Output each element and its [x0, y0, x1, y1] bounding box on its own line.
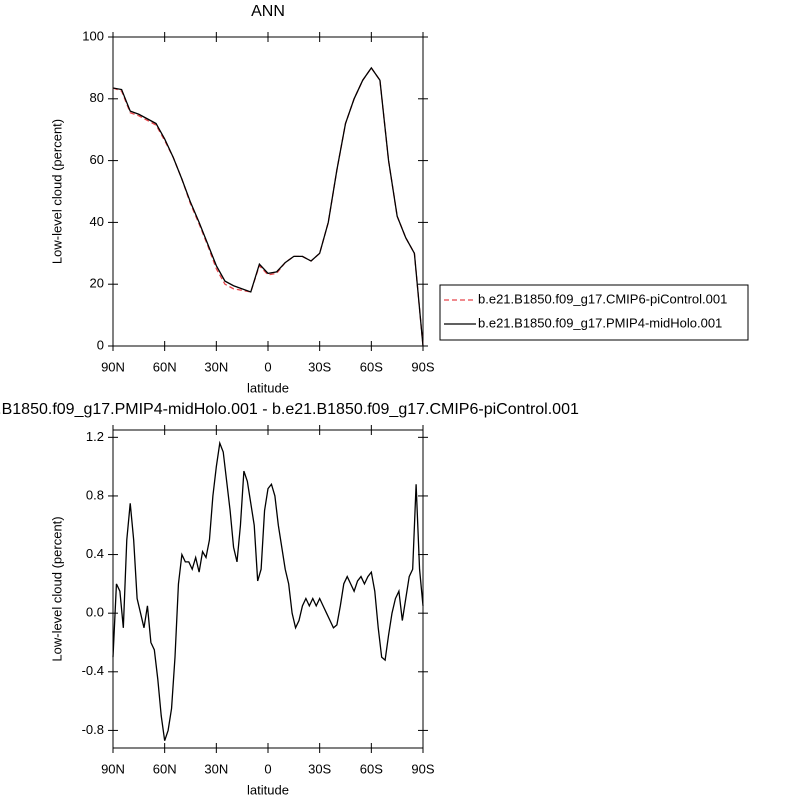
legend-label: b.e21.B1850.f09_g17.PMIP4-midHolo.001	[478, 315, 722, 330]
y-tick-label: 1.2	[86, 429, 104, 444]
legend-label: b.e21.B1850.f09_g17.CMIP6-piControl.001	[478, 291, 727, 306]
x-tick-label: 0	[264, 761, 271, 776]
data-line	[112, 66, 424, 347]
y-tick-label: -0.8	[82, 722, 104, 737]
data-line	[112, 440, 424, 741]
x-tick-label: 90S	[411, 761, 434, 776]
y-tick-label: 0.8	[86, 487, 104, 502]
x-tick-label: 30S	[308, 359, 331, 374]
data-line	[112, 66, 424, 347]
x-axis-label: latitude	[247, 380, 289, 395]
legend-box	[439, 284, 749, 341]
y-tick-label: 100	[82, 28, 104, 43]
x-tick-label: 0	[264, 359, 271, 374]
x-tick-label: 90N	[101, 359, 125, 374]
x-tick-label: 90N	[101, 761, 125, 776]
x-tick-label: 30N	[204, 761, 228, 776]
x-tick-label: 60S	[360, 359, 383, 374]
plot-frame	[112, 36, 424, 347]
y-tick-label: 60	[90, 152, 104, 167]
y-tick-label: 20	[90, 276, 104, 291]
y-tick-label: 0	[97, 337, 104, 352]
y-axis-label: Low-level cloud (percent)	[49, 516, 64, 661]
chart-title: b.e21.B1850.f09_g17.PMIP4-midHolo.001 - …	[0, 401, 579, 418]
x-tick-label: 30N	[204, 359, 228, 374]
chart-title: ANN	[251, 3, 285, 20]
x-tick-label: 30S	[308, 761, 331, 776]
x-tick-label: 60N	[153, 359, 177, 374]
y-tick-label: 40	[90, 214, 104, 229]
x-tick-label: 90S	[411, 359, 434, 374]
x-axis-label: latitude	[247, 782, 289, 797]
y-tick-label: 0.4	[86, 546, 104, 561]
y-tick-label: 0.0	[86, 605, 104, 620]
y-tick-label: -0.4	[82, 663, 104, 678]
x-tick-label: 60S	[360, 761, 383, 776]
x-tick-label: 60N	[153, 761, 177, 776]
y-tick-label: 80	[90, 90, 104, 105]
y-axis-label: Low-level cloud (percent)	[49, 119, 64, 264]
